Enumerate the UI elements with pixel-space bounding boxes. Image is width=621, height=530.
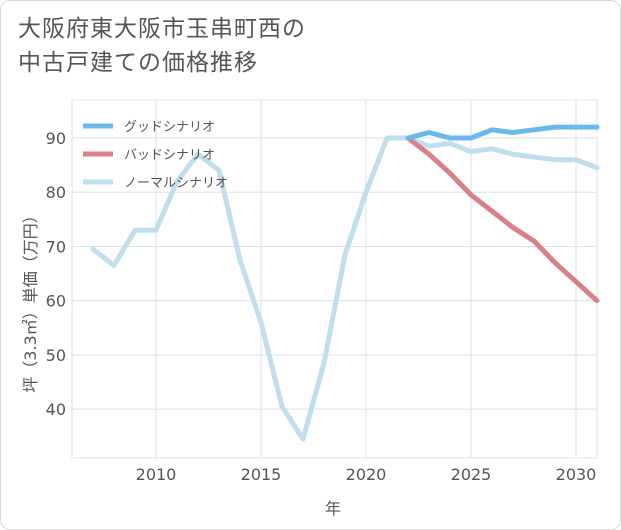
plot-area <box>71 99 598 459</box>
y-axis-label: 坪（3.3㎡）単価（万円） <box>21 207 40 392</box>
x-tick-label: 2025 <box>451 465 492 484</box>
chart-title-line-1: 大阪府東大阪市玉串町西の <box>18 16 306 42</box>
x-axis-ticks: 2010 2015 2020 2025 2030 <box>136 465 597 484</box>
x-tick-label: 2030 <box>556 465 597 484</box>
x-axis-label: 年 <box>325 499 341 518</box>
series-lines <box>90 124 600 442</box>
x-tick-label: 2015 <box>241 465 282 484</box>
series-line-normal <box>90 135 600 442</box>
y-tick-label: 80 <box>46 183 66 202</box>
x-tick-label: 2020 <box>346 465 387 484</box>
y-tick-label: 90 <box>46 129 66 148</box>
legend-label-bad: バッドシナリオ <box>124 148 215 163</box>
series-line-good <box>405 124 600 141</box>
chart-title: 大阪府東大阪市玉串町西の 中古戸建ての価格推移 <box>18 12 518 80</box>
legend-label-normal: ノーマルシナリオ <box>124 176 228 191</box>
series-line-bad <box>405 135 600 304</box>
chart-title-line-2: 中古戸建ての価格推移 <box>18 50 258 76</box>
x-tick-label: 2010 <box>136 465 177 484</box>
grid <box>71 99 598 459</box>
y-tick-label: 50 <box>46 346 66 365</box>
y-axis-ticks: 40 50 60 70 80 90 <box>46 129 66 419</box>
y-tick-label: 60 <box>46 292 66 311</box>
legend-label-good: グッドシナリオ <box>124 120 215 135</box>
y-tick-label: 70 <box>46 237 66 256</box>
y-tick-label: 40 <box>46 400 66 419</box>
